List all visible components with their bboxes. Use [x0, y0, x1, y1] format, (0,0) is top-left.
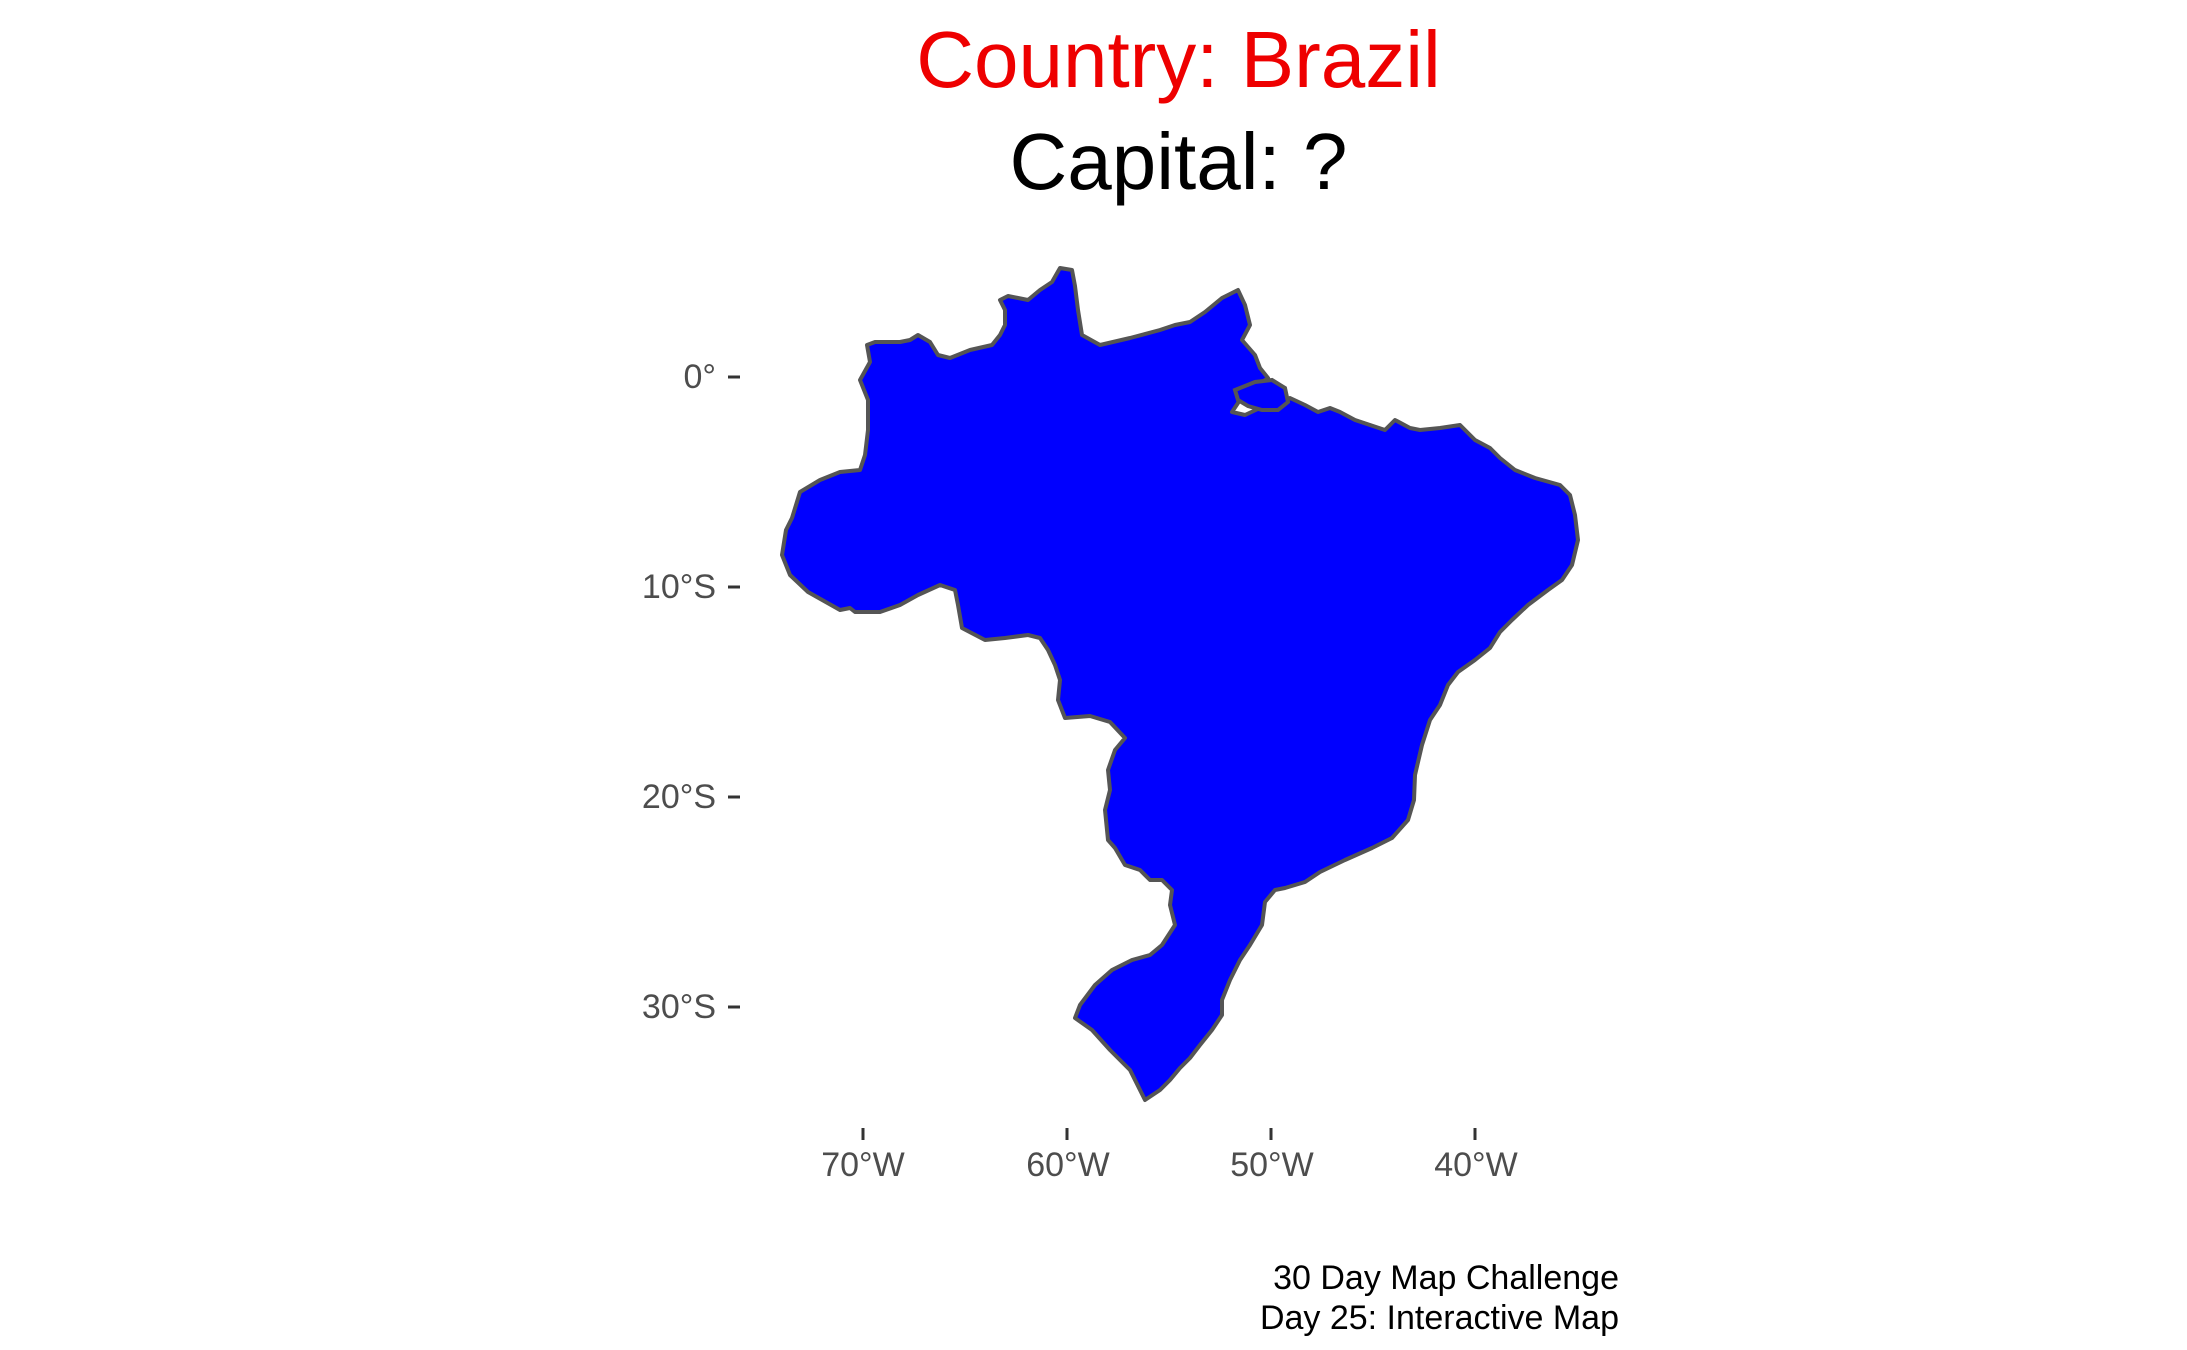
- y-tick-label-30s: 30°S: [641, 988, 716, 1026]
- y-axis-ticks: [728, 375, 740, 1009]
- amazon-delta-island[interactable]: [1232, 377, 1291, 412]
- y-tick-label-0: 0°: [683, 358, 716, 396]
- y-tick-label-20s: 20°S: [641, 778, 716, 816]
- country-brazil[interactable]: [780, 266, 1580, 1102]
- x-tick-label-60w: 60°W: [1026, 1146, 1110, 1184]
- caption: 30 Day Map Challenge Day 25: Interactive…: [1260, 1258, 1619, 1338]
- x-tick-label-50w: 50°W: [1230, 1146, 1314, 1184]
- map-subtitle: Capital: ?: [1009, 117, 1348, 206]
- caption-line-2: Day 25: Interactive Map: [1259, 1299, 1619, 1337]
- x-tick-label-70w: 70°W: [821, 1146, 905, 1184]
- x-axis-ticks: [861, 1128, 1477, 1140]
- x-tick-label-40w: 40°W: [1434, 1146, 1518, 1184]
- map-title: Country: Brazil: [916, 15, 1441, 104]
- brazil-shape[interactable]: [780, 266, 1580, 1102]
- y-tick-label-10s: 10°S: [641, 568, 716, 606]
- caption-line-1: 30 Day Map Challenge: [1273, 1259, 1619, 1297]
